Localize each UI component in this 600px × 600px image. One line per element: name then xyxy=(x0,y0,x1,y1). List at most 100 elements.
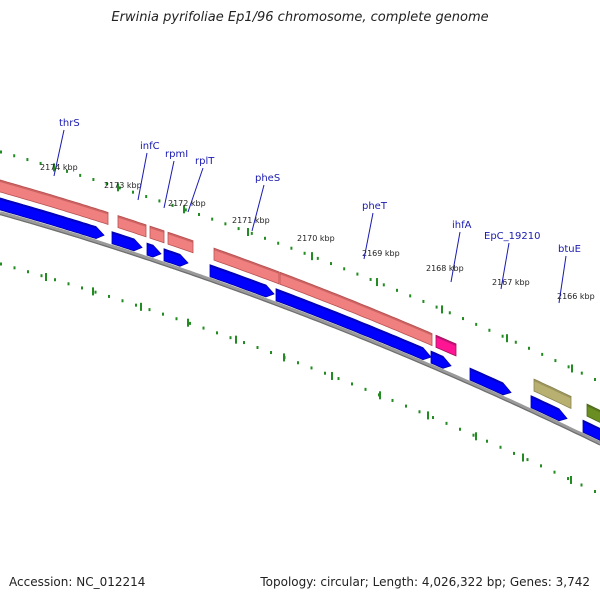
tick-mark xyxy=(501,334,504,338)
tick-mark xyxy=(316,256,319,260)
tick-mark xyxy=(243,341,245,345)
tick-mark xyxy=(311,252,313,261)
gene-label-EpC_19210: EpC_19210 xyxy=(484,231,540,242)
gene-pointer xyxy=(53,129,65,177)
feature-rev-edge xyxy=(163,248,181,257)
tick-mark xyxy=(448,311,451,315)
tick-mark xyxy=(187,318,189,327)
tick-mark xyxy=(39,161,42,165)
backbone-line xyxy=(0,211,600,446)
tick-mark xyxy=(264,236,266,240)
tick-mark xyxy=(488,328,491,332)
kbp-label: 2170 kbp xyxy=(297,234,335,243)
feature-rev-edge xyxy=(146,243,154,248)
tick-mark xyxy=(459,427,461,431)
tick-mark xyxy=(277,241,280,245)
kbp-label: 2172 kbp xyxy=(168,199,206,208)
tick-mark xyxy=(486,439,488,443)
tick-mark xyxy=(303,251,306,255)
tick-mark xyxy=(117,183,119,192)
tick-mark xyxy=(132,190,134,194)
forward-strand-track xyxy=(0,179,600,423)
feature-ihfA-edge xyxy=(435,335,457,346)
tick-mark xyxy=(369,277,372,281)
gene-pointer xyxy=(558,255,567,304)
tick-mark xyxy=(553,470,556,474)
tick-mark xyxy=(118,186,121,190)
tick-mark xyxy=(594,377,596,381)
inner-tick-track xyxy=(0,262,596,493)
tick-mark xyxy=(94,290,97,294)
tick-mark xyxy=(382,283,385,287)
feature-rev-edge xyxy=(430,351,444,359)
tick-mark xyxy=(324,371,326,375)
tick-mark xyxy=(405,404,407,408)
tick-mark xyxy=(229,336,232,340)
outer-tick-track xyxy=(0,150,596,381)
feature-thrS-edge xyxy=(0,179,109,215)
tick-mark xyxy=(310,366,313,370)
gene-labels: thrS infC rpmI rplT pheS pheT ihfA EpC_19210btu… xyxy=(53,118,581,304)
tick-mark xyxy=(330,262,332,266)
tick-mark xyxy=(571,364,573,373)
tick-mark xyxy=(475,322,478,326)
tick-mark xyxy=(108,294,110,298)
gene-label-ihfA: ihfA xyxy=(452,220,472,231)
feature-pheT-edge xyxy=(279,272,433,336)
feature-rplT-edge xyxy=(167,232,194,243)
tick-mark xyxy=(514,340,517,344)
tick-mark xyxy=(432,416,434,420)
tick-mark xyxy=(45,273,47,282)
tick-mark xyxy=(0,150,2,154)
tick-mark xyxy=(67,282,70,286)
tick-mark xyxy=(445,421,448,425)
tick-mark xyxy=(198,213,200,217)
tick-mark xyxy=(216,331,218,335)
tick-mark xyxy=(513,451,515,455)
tick-mark xyxy=(270,351,272,355)
kbp-labels: 2174 kbp 2173 kbp 2172 kbp 2171 kbp 2170 kbp… xyxy=(40,163,595,301)
tick-mark xyxy=(541,352,544,356)
tick-mark xyxy=(13,266,16,270)
feature-pheS-edge xyxy=(213,248,280,274)
tick-mark xyxy=(409,294,412,298)
feature-rev-edge xyxy=(469,368,504,385)
tick-mark xyxy=(331,371,333,380)
tick-mark xyxy=(283,353,285,362)
tick-mark xyxy=(13,154,16,158)
tick-mark xyxy=(162,312,164,316)
backbone-shadow xyxy=(0,213,600,446)
tick-mark xyxy=(506,334,508,343)
tick-mark xyxy=(105,182,108,186)
tick-mark xyxy=(567,365,570,369)
kbp-label: 2168 kbp xyxy=(426,264,464,273)
tick-mark xyxy=(26,158,29,162)
tick-mark xyxy=(121,299,124,303)
kbp-label: 2166 kbp xyxy=(557,292,595,301)
tick-mark xyxy=(27,270,29,274)
feature-rev-edge xyxy=(275,288,424,350)
tick-mark xyxy=(53,163,55,172)
tick-mark xyxy=(441,305,443,314)
tick-mark xyxy=(472,433,475,437)
map-title: Erwinia pyrifoliae Ep1/96 chromosome, co… xyxy=(111,10,489,25)
tick-mark xyxy=(422,299,425,303)
feature-rev-edge xyxy=(582,420,600,431)
tick-mark xyxy=(237,227,240,231)
gene-label-rplT: rplT xyxy=(195,156,215,167)
tick-mark xyxy=(250,231,253,235)
tick-mark xyxy=(580,371,583,375)
feature-rpmI-edge xyxy=(149,226,165,233)
tick-mark xyxy=(54,278,56,282)
tick-mark xyxy=(554,359,557,363)
gene-label-pheT: pheT xyxy=(362,201,388,212)
tick-mark xyxy=(475,432,477,441)
tick-mark xyxy=(435,305,438,309)
tick-mark xyxy=(337,377,340,381)
feature-rev-edge xyxy=(0,197,97,229)
tick-mark xyxy=(356,272,359,276)
tick-mark xyxy=(135,303,137,307)
gene-label-rpmI: rpmI xyxy=(165,149,188,160)
tick-mark xyxy=(189,321,191,325)
